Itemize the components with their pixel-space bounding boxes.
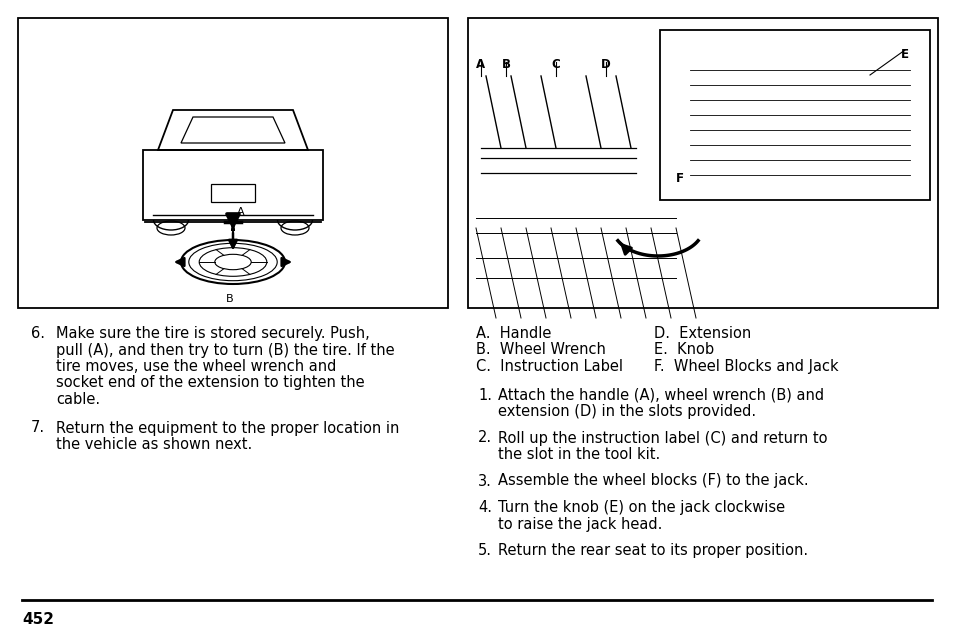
- Text: 4.: 4.: [477, 500, 492, 515]
- Text: B: B: [226, 294, 233, 304]
- Text: socket end of the extension to tighten the: socket end of the extension to tighten t…: [56, 375, 364, 391]
- Bar: [18, 18, 448, 308]
- Text: 1.: 1.: [477, 387, 492, 403]
- Text: D: D: [600, 58, 610, 71]
- Bar: [143, 150, 323, 220]
- Text: to raise the jack head.: to raise the jack head.: [497, 516, 661, 532]
- Text: B.  Wheel Wrench: B. Wheel Wrench: [476, 343, 605, 357]
- Text: the vehicle as shown next.: the vehicle as shown next.: [56, 437, 252, 452]
- Text: extension (D) in the slots provided.: extension (D) in the slots provided.: [497, 404, 756, 419]
- Text: tire moves, use the wheel wrench and: tire moves, use the wheel wrench and: [56, 359, 336, 374]
- Text: A: A: [236, 207, 244, 217]
- Text: Turn the knob (E) on the jack clockwise: Turn the knob (E) on the jack clockwise: [497, 500, 784, 515]
- Text: B: B: [501, 58, 510, 71]
- Ellipse shape: [181, 240, 285, 284]
- Text: E.  Knob: E. Knob: [654, 343, 714, 357]
- Bar: [211, 184, 254, 202]
- Text: C: C: [551, 58, 559, 71]
- Text: 5.: 5.: [477, 543, 492, 558]
- Text: A.  Handle: A. Handle: [476, 326, 551, 341]
- Text: 7.: 7.: [30, 420, 45, 436]
- Text: Roll up the instruction label (C) and return to: Roll up the instruction label (C) and re…: [497, 431, 826, 445]
- Bar: [659, 30, 929, 200]
- Text: cable.: cable.: [56, 392, 100, 407]
- Text: E: E: [900, 48, 908, 61]
- Text: F.  Wheel Blocks and Jack: F. Wheel Blocks and Jack: [654, 359, 838, 374]
- Text: 452: 452: [22, 612, 54, 627]
- Text: 3.: 3.: [477, 473, 492, 488]
- Text: Assemble the wheel blocks (F) to the jack.: Assemble the wheel blocks (F) to the jac…: [497, 473, 808, 488]
- Text: 6.: 6.: [30, 326, 45, 341]
- Text: Attach the handle (A), wheel wrench (B) and: Attach the handle (A), wheel wrench (B) …: [497, 387, 823, 403]
- Text: 2.: 2.: [477, 431, 492, 445]
- Text: C.  Instruction Label: C. Instruction Label: [476, 359, 622, 374]
- Text: A: A: [476, 58, 485, 71]
- Bar: [468, 18, 937, 308]
- Text: D.  Extension: D. Extension: [654, 326, 750, 341]
- Text: Make sure the tire is stored securely. Push,: Make sure the tire is stored securely. P…: [56, 326, 370, 341]
- Text: Return the rear seat to its proper position.: Return the rear seat to its proper posit…: [497, 543, 807, 558]
- Text: pull (A), and then try to turn (B) the tire. If the: pull (A), and then try to turn (B) the t…: [56, 343, 395, 357]
- Text: the slot in the tool kit.: the slot in the tool kit.: [497, 447, 659, 462]
- Text: F: F: [676, 172, 683, 185]
- Text: Return the equipment to the proper location in: Return the equipment to the proper locat…: [56, 420, 399, 436]
